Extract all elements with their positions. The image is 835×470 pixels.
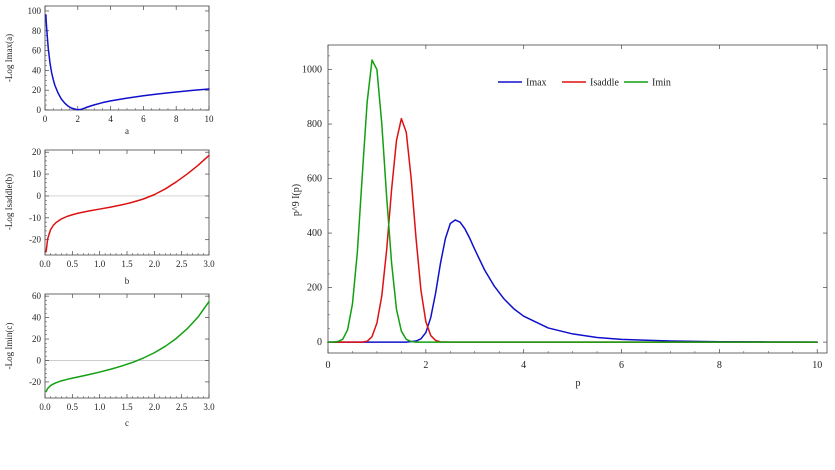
panel-b-xtick-label: 2.5 — [176, 259, 188, 269]
panel-c-xtick-label: 2.0 — [149, 402, 161, 412]
panel-c-xtick-label: 2.5 — [176, 402, 188, 412]
panel-a-ytick-label: 60 — [32, 46, 42, 56]
panel-main-xtick-label: 10 — [812, 360, 822, 371]
panel-main-series-line-isaddle — [327, 117, 818, 343]
panel-a-xtick-label: 2 — [76, 114, 81, 124]
panel-main-marks: 0 2 4 6 8 10 0 200 400 600 800 1000 Imax Isaddle Imin — [302, 45, 827, 371]
panel-a-ytick-label: 0 — [37, 105, 42, 115]
panel-c-series-line — [45, 300, 210, 393]
panel-c-ylabel: -Log Imin(c) — [4, 323, 14, 370]
panel-b-ylabel: -Log Isaddle(b) — [4, 174, 14, 230]
panel-a-series-line — [45, 14, 210, 111]
panel-b-ytick-label: 10 — [32, 169, 42, 179]
panel-c-xtick-label: 3.0 — [203, 402, 215, 412]
legend-label-imin: Imin — [652, 78, 671, 89]
panel-main-ytick-label: 0 — [317, 337, 322, 348]
panel-b-frame — [44, 149, 210, 256]
panel-c-ytick-label: 0 — [37, 355, 42, 365]
panel-main-xtick-label: 0 — [326, 360, 331, 371]
panel-main-frame — [327, 44, 828, 354]
panel-a-caption: a — [125, 126, 129, 136]
panel-a-ytick-label: 40 — [32, 65, 42, 75]
panel-c-ytick-label: 20 — [32, 334, 42, 344]
panel-b-xtick-label: 1.0 — [94, 259, 106, 269]
panel-main-ytick-label: 600 — [307, 174, 322, 185]
panel-main-xlabel: p — [576, 378, 581, 389]
panel-b-xtick-label: 0.0 — [39, 259, 51, 269]
panel-main-xtick-label: 6 — [619, 360, 624, 371]
panel-main: p^9 I(p) p — [291, 44, 828, 389]
panel-a-xtick-label: 0 — [43, 114, 48, 124]
panel-main-series-line-imin — [327, 59, 818, 343]
panel-b-ytick-label: 20 — [32, 147, 42, 157]
panel-main-series-line-imax — [327, 219, 818, 343]
panel-c-xtick-label: 0.5 — [67, 402, 79, 412]
panel-b-ytick-label: -20 — [29, 235, 41, 245]
legend-label-isaddle: Isaddle — [590, 78, 619, 89]
panel-a-ytick-label: 100 — [28, 6, 42, 16]
panel-b-series-line — [45, 154, 210, 253]
panel-a-xtick-label: 4 — [108, 114, 113, 124]
panel-c-ytick-label: -20 — [29, 377, 41, 387]
panel-a-xtick-label: 10 — [205, 114, 215, 124]
panel-b-xtick-label: 0.5 — [67, 259, 79, 269]
panel-c-xtick-label: 1.5 — [121, 402, 133, 412]
panel-main-xtick-label: 2 — [423, 360, 428, 371]
panel-b-ytick-label: 0 — [37, 191, 42, 201]
panel-main-ytick-label: 1000 — [302, 65, 322, 76]
legend-label-imax: Imax — [526, 78, 547, 89]
panel-main-ytick-label: 800 — [307, 119, 322, 130]
panel-a-ytick-label: 20 — [32, 85, 42, 95]
panel-c-caption: c — [125, 418, 129, 428]
panel-a-ytick-label: 80 — [32, 26, 42, 36]
panel-b-ytick-label: -10 — [29, 213, 41, 223]
panel-main-ytick-label: 400 — [307, 228, 322, 239]
panel-c-ytick-label: 60 — [32, 291, 42, 301]
panel-c-ytick-label: 40 — [32, 313, 42, 323]
panel-c-frame — [44, 293, 210, 399]
panel-main-xtick-label: 8 — [717, 360, 722, 371]
panel-b-xtick-label: 3.0 — [203, 259, 215, 269]
panel-b-xtick-label: 1.5 — [121, 259, 133, 269]
panel-c-xtick-label: 0.0 — [39, 402, 51, 412]
panel-a-frame — [44, 5, 210, 111]
panel-a-ylabel: -Log Imax(a) — [4, 34, 14, 82]
panel-a-xtick-label: 8 — [174, 114, 179, 124]
panel-b-xtick-label: 2.0 — [149, 259, 161, 269]
panel-a-xtick-label: 6 — [141, 114, 146, 124]
panel-main-ytick-label: 200 — [307, 283, 322, 294]
panel-main-xtick-label: 4 — [521, 360, 526, 371]
panel-b-caption: b — [125, 276, 130, 286]
panel-c-xtick-label: 1.0 — [94, 402, 106, 412]
panel-b-marks: 0.0 0.5 1.0 1.5 2.0 2.5 3.0 -20 -10 0 10 20 — [29, 147, 215, 269]
panel-main-ylabel: p^9 I(p) — [291, 184, 302, 216]
panel-c-marks: 0.0 0.5 1.0 1.5 2.0 2.5 3.0 -20 0 20 40 60 — [29, 291, 215, 412]
